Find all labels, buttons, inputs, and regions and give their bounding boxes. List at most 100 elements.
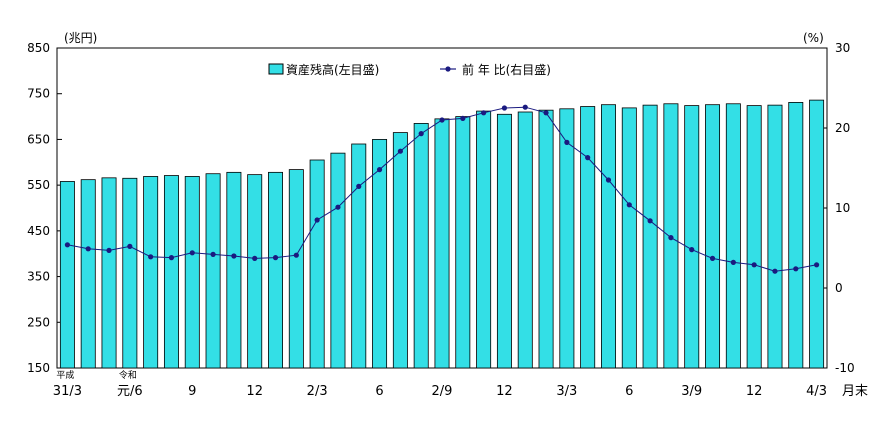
right-tick-label: 10	[835, 201, 850, 215]
x-tick-label: 3/9	[681, 384, 702, 399]
line-point	[709, 255, 716, 261]
bar	[226, 171, 242, 369]
bar	[80, 179, 96, 369]
bar	[621, 107, 637, 369]
right-unit-label: (%)	[803, 31, 824, 45]
line-point	[252, 255, 258, 261]
legend-line-marker	[445, 66, 451, 72]
left-tick-label: 150	[27, 361, 50, 375]
bar	[330, 152, 346, 369]
x-tick-label: 2/9	[432, 384, 453, 399]
line-point	[397, 148, 403, 154]
line-point	[418, 131, 424, 137]
x-tick-label: 12	[496, 384, 513, 399]
bar	[288, 169, 304, 369]
left-unit-label: (兆円)	[64, 31, 97, 45]
left-tick-label: 450	[27, 224, 50, 238]
bar	[268, 171, 283, 369]
line-point	[793, 266, 799, 272]
era-label: 平成	[56, 369, 74, 381]
x-tick-label: 6	[375, 384, 383, 399]
legend: 資産残高(左目盛) 前 年 比(右目盛)	[268, 62, 551, 77]
line-point	[168, 255, 175, 261]
bar	[143, 176, 159, 369]
bar	[101, 177, 117, 369]
line-point	[127, 243, 133, 249]
line-point	[293, 252, 299, 258]
bar	[184, 176, 200, 369]
bar	[122, 177, 138, 369]
line-point	[210, 251, 216, 257]
line-point	[605, 177, 612, 183]
line-point	[272, 255, 279, 261]
bar	[413, 123, 429, 369]
bar	[517, 111, 533, 369]
bar	[163, 175, 179, 369]
bar	[247, 174, 263, 369]
right-tick-label: 20	[835, 121, 850, 135]
era-label: 令和	[119, 369, 137, 381]
bar	[684, 105, 700, 369]
x-tick-label: 9	[188, 384, 196, 399]
bar	[767, 104, 783, 369]
bar	[725, 103, 741, 369]
line-point	[189, 250, 195, 256]
line-point	[730, 259, 736, 265]
line-point	[585, 155, 591, 161]
line-point	[668, 235, 674, 241]
bar	[559, 108, 575, 369]
left-axis: 150 250 350 450 550 650 750 850	[27, 41, 62, 375]
bar	[59, 181, 75, 369]
bar	[538, 109, 554, 369]
right-axis: -10 0 10 20 30	[822, 41, 855, 375]
legend-bar-swatch	[268, 63, 284, 75]
line-point	[626, 202, 632, 208]
right-tick-label: 30	[835, 41, 850, 55]
bar	[476, 110, 492, 369]
left-tick-label: 250	[27, 315, 50, 329]
line-point	[231, 253, 237, 259]
bar	[642, 104, 658, 369]
legend-line-label: 前 年 比(右目盛)	[462, 62, 551, 77]
x-tick-label: 元/6	[117, 384, 143, 399]
left-tick-label: 850	[27, 41, 50, 55]
line-point	[460, 115, 466, 121]
left-tick-label: 750	[27, 87, 50, 101]
left-tick-label: 550	[27, 178, 50, 192]
x-suffix-label: 月末	[842, 384, 868, 399]
line-point	[813, 262, 820, 268]
line-point	[522, 104, 528, 110]
bar	[788, 102, 804, 369]
x-tick-label: 2/3	[307, 384, 328, 399]
x-tick-label: 31/3	[53, 384, 82, 399]
line-point	[148, 254, 154, 260]
bar	[372, 139, 388, 369]
x-axis: 平成 31/3 令和元/6 9 12 2/3 6 2/9 12 3/3 6 3/9 12 4/3	[53, 369, 827, 399]
line-point	[356, 183, 362, 189]
bar	[746, 105, 762, 369]
line-point	[106, 247, 112, 253]
legend-bar-label: 資産残高(左目盛)	[286, 62, 379, 77]
right-tick-label: 0	[835, 281, 843, 295]
bar	[205, 173, 221, 369]
x-tick-label: 12	[246, 384, 263, 399]
bar	[309, 159, 325, 369]
bar	[601, 104, 616, 369]
line-point	[751, 262, 757, 268]
x-tick-label: 3/3	[556, 384, 577, 399]
bar	[580, 106, 596, 369]
line-point	[335, 204, 341, 210]
line-series	[64, 104, 820, 274]
line-point	[647, 218, 653, 224]
line-point	[314, 217, 320, 223]
bar	[392, 132, 408, 369]
line-point	[439, 117, 445, 123]
line-point	[772, 268, 778, 274]
line-point	[543, 110, 549, 116]
line-point	[501, 105, 508, 111]
left-tick-label: 350	[27, 270, 50, 284]
bar	[496, 113, 512, 369]
line-point	[564, 139, 570, 145]
left-tick-label: 650	[27, 132, 50, 146]
